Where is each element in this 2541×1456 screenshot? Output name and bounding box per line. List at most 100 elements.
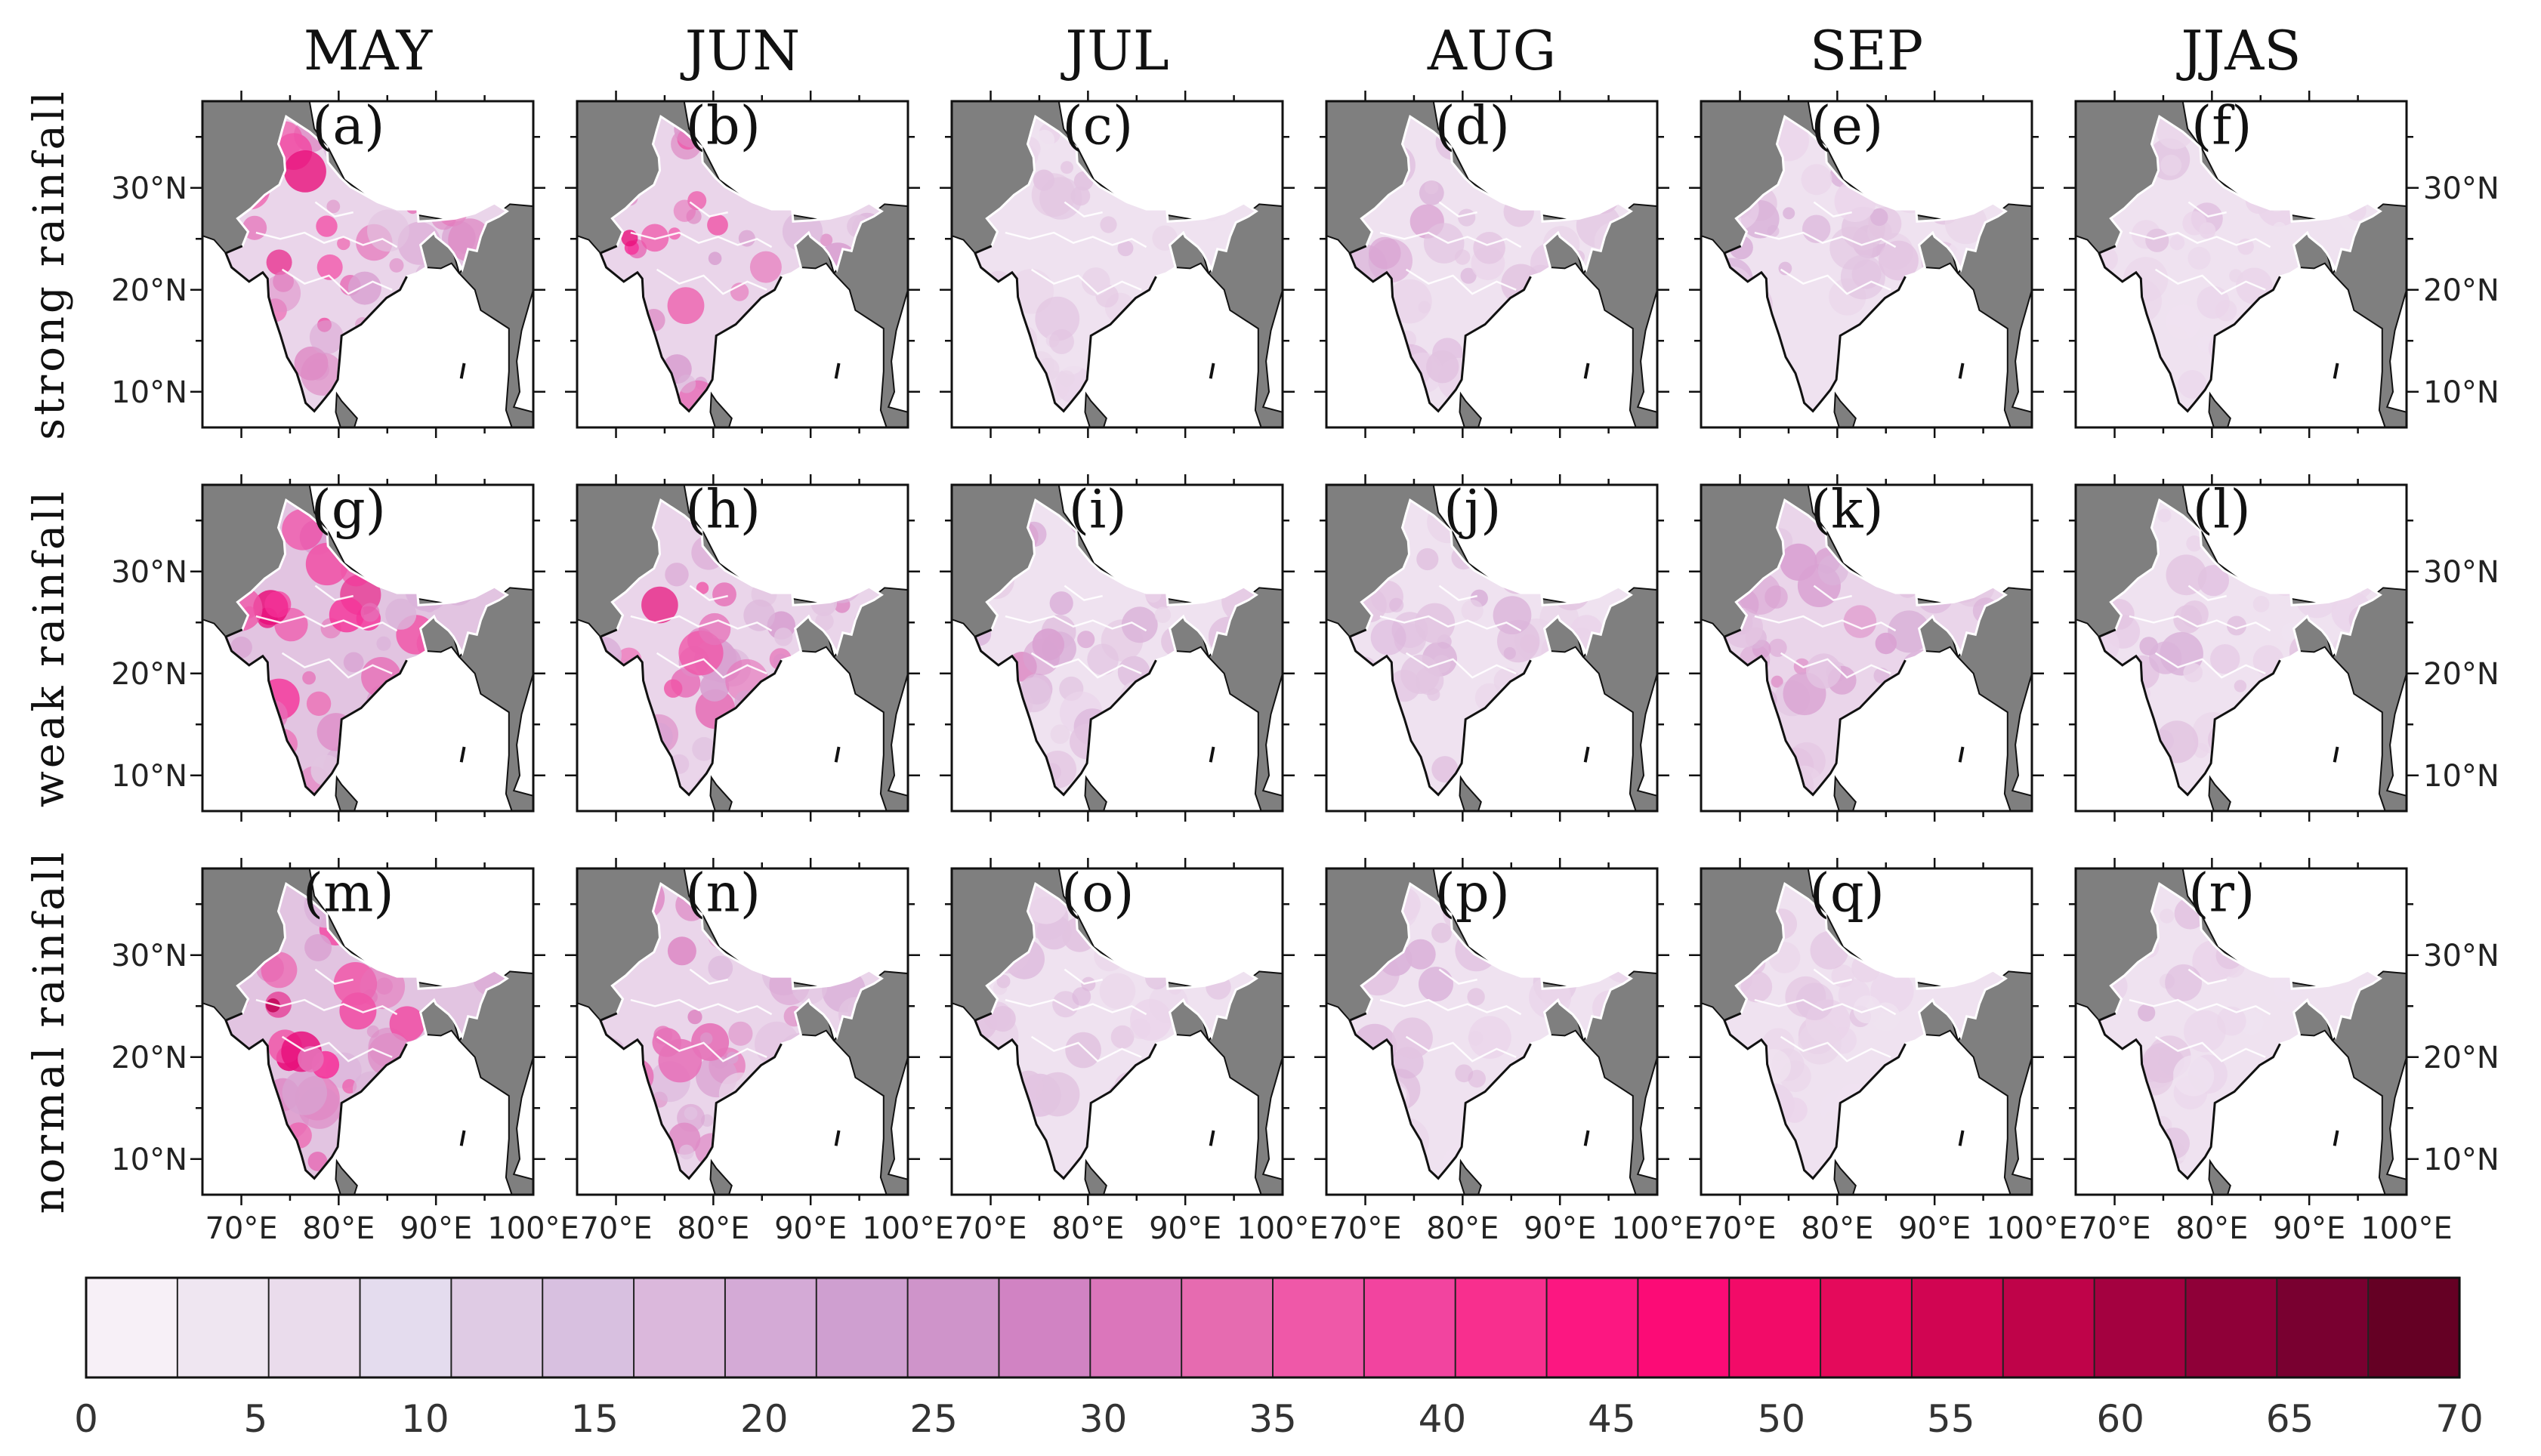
rain-cell: [712, 582, 736, 606]
colorbar-tick-label: 15: [570, 1397, 619, 1441]
rain-cell: [679, 1144, 694, 1160]
colorbar-bin: [450, 1277, 544, 1378]
coastline: [598, 245, 783, 413]
map-panel-h: (h): [565, 474, 920, 822]
rain-cell: [1072, 987, 1091, 1006]
panel-frame: [2074, 100, 2408, 429]
lat-tick-label: 30°N: [2423, 171, 2499, 206]
rain-cell: [2149, 641, 2182, 674]
region-boundary: [281, 268, 393, 295]
coastline: [2097, 1012, 2281, 1180]
lat-tick-label: 30°N: [111, 939, 187, 973]
andaman-islands: [2333, 1130, 2339, 1146]
region-boundary: [689, 968, 728, 985]
region-boundary: [1064, 968, 1103, 985]
rain-cell: [1391, 1017, 1433, 1059]
colorbar-bin: [1820, 1277, 1913, 1378]
rain-cell: [343, 652, 364, 673]
column-header: JUL: [1060, 19, 1169, 82]
colorbar-tick-label: 45: [1588, 1397, 1636, 1441]
rain-cell: [1070, 186, 1091, 206]
rain-cell: [665, 563, 689, 587]
rain-cell: [1468, 1030, 1484, 1046]
lat-tick-label: 10°N: [111, 1143, 187, 1177]
colorbar-bin: [1728, 1277, 1822, 1378]
map-panel-f: (f) 30°N 20°N 10°N: [2064, 91, 2499, 438]
rain-cell: [1740, 970, 1773, 1003]
rain-cell: [1370, 619, 1406, 656]
rain-cell: [2145, 228, 2169, 252]
column-headers: MAY JUN JUL AUG SEP JJAS: [304, 19, 2302, 82]
panel-label: (r): [2188, 862, 2255, 924]
rain-cell: [326, 199, 341, 214]
coastline: [1348, 628, 1532, 797]
rain-cell: [1473, 232, 1505, 264]
rain-cell: [1125, 258, 1145, 278]
region-boundary: [1780, 1035, 1891, 1063]
lon-tick-label: 100°E: [2360, 1211, 2453, 1246]
rain-cell: [1419, 967, 1453, 1002]
lat-tick-label: 10°N: [2423, 759, 2499, 794]
rain-cell: [2227, 615, 2246, 636]
region-boundary: [1405, 268, 1517, 295]
rain-cell: [707, 214, 728, 236]
rain-cell: [664, 679, 683, 698]
coastline: [1722, 245, 1907, 413]
rain-cell: [1423, 223, 1465, 264]
india-field: [225, 500, 508, 795]
colorbar-tick-label: 20: [740, 1397, 789, 1441]
coastline: [1722, 1012, 1907, 1180]
lon-tick-label: 90°E: [2273, 1211, 2345, 1246]
region-boundary: [1780, 652, 1891, 679]
rain-cell: [667, 936, 696, 966]
lat-tick-label: 20°N: [111, 657, 187, 692]
rain-cell: [1503, 646, 1516, 660]
lon-tick-label: 100°E: [1986, 1211, 2078, 1246]
region-boundary: [689, 585, 728, 601]
rain-cell: [2272, 221, 2286, 236]
map-panel-q: (q): [1689, 858, 2044, 1205]
colorbar-tick-label: 10: [401, 1397, 449, 1441]
row-headers: strong rainfall weak rainfall normal rainf…: [25, 88, 74, 1214]
lon-tick-label: 100°E: [1237, 1211, 1329, 1246]
rain-cell: [1035, 296, 1080, 341]
rain-cell: [1049, 329, 1074, 354]
rain-cell: [261, 952, 298, 989]
rain-cell: [1081, 267, 1110, 296]
colorbar-bin: [815, 1277, 909, 1378]
colorbar-tick-label: 30: [1079, 1397, 1128, 1441]
map-panel-g: (g) 30°N 20°N 10°N: [111, 474, 545, 822]
region-boundary: [630, 998, 773, 1016]
rain-cell: [708, 955, 733, 981]
rain-cell: [2186, 535, 2203, 552]
rain-cell: [1400, 654, 1440, 694]
panel-frame: [950, 867, 1284, 1196]
rain-cell: [421, 982, 449, 1011]
region-boundary: [314, 968, 354, 985]
coastline: [1348, 1012, 1532, 1180]
colorbar-bin: [2184, 1277, 2278, 1378]
rain-cell: [266, 998, 280, 1013]
lon-tick-label: 80°E: [2175, 1211, 2248, 1246]
colorbar-bin: [1545, 1277, 1639, 1378]
column-header: MAY: [304, 19, 434, 82]
rain-cell: [264, 591, 292, 618]
lat-tick-label: 30°N: [2423, 555, 2499, 590]
rain-cell: [1424, 180, 1439, 195]
colorbar-tick-label: 35: [1249, 1397, 1297, 1441]
rain-cell: [1879, 240, 1919, 281]
rain-cell: [1154, 606, 1172, 623]
panel-grid: (a) 30°N 20°N 10°N (b) (c) (d) (e) (f) 30°N 20°N 10…: [111, 91, 2499, 1205]
map-panel-m: (m) 30°N 20°N 10°N: [111, 858, 545, 1205]
panel-frame: [576, 867, 909, 1196]
rain-cell: [696, 581, 709, 594]
lon-tick-label: 90°E: [1524, 1211, 1596, 1246]
rain-cell: [1081, 976, 1096, 992]
colorbar-bin: [1637, 1277, 1731, 1378]
row-header: normal rainfall: [25, 850, 74, 1214]
region-boundary: [2129, 231, 2271, 248]
lat-tick-label: 30°N: [111, 171, 187, 206]
colorbar-tick-label: 65: [2266, 1397, 2314, 1441]
lon-tick-label: 100°E: [1611, 1211, 1703, 1246]
rain-cell: [282, 1070, 327, 1115]
